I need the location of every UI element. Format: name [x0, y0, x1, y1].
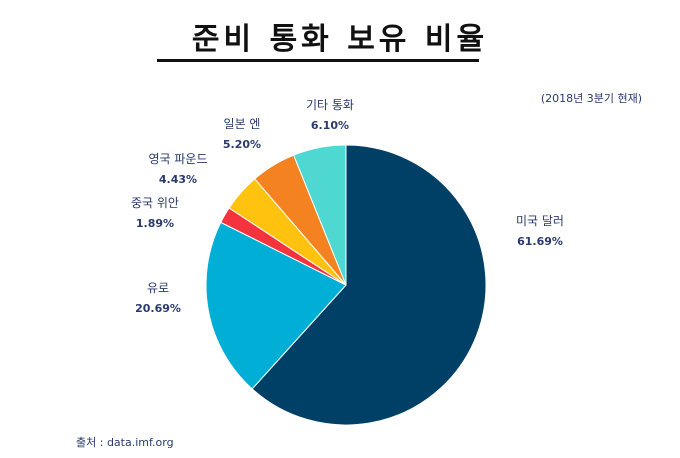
slice-value-label: 6.10% [311, 119, 349, 132]
slice-name-label: 미국 달러 [516, 214, 564, 228]
title-underline [157, 59, 479, 62]
pie-slices [205, 144, 487, 426]
source-note: 출처 : data.imf.org [76, 436, 174, 449]
slice-name-label: 영국 파운드 [148, 152, 207, 166]
slice-value-label: 1.89% [136, 217, 174, 230]
slice-name-label: 유로 [147, 281, 169, 295]
pie-labels: 미국 달러 61.69% 유로 20.69% 중국 위안 1.89% 영국 파운드 4.43%… [131, 98, 564, 315]
pie-slice-2 [205, 221, 347, 390]
slice-name-label: 중국 위안 [131, 196, 179, 210]
slice-value-label: 20.69% [135, 302, 181, 315]
chart-title: 준비 통화 보유 비율 [191, 22, 489, 57]
slice-value-label: 5.20% [223, 138, 261, 151]
slice-value-label: 4.43% [159, 173, 197, 186]
chart-subtitle: (2018년 3분기 현재) [540, 92, 642, 105]
slice-name-label: 기타 통화 [306, 98, 354, 112]
slice-value-label: 61.69% [517, 235, 563, 248]
pie-slice-6 [292, 144, 347, 286]
slice-name-label: 일본 엔 [224, 117, 261, 131]
pie-slice-1 [251, 144, 487, 426]
